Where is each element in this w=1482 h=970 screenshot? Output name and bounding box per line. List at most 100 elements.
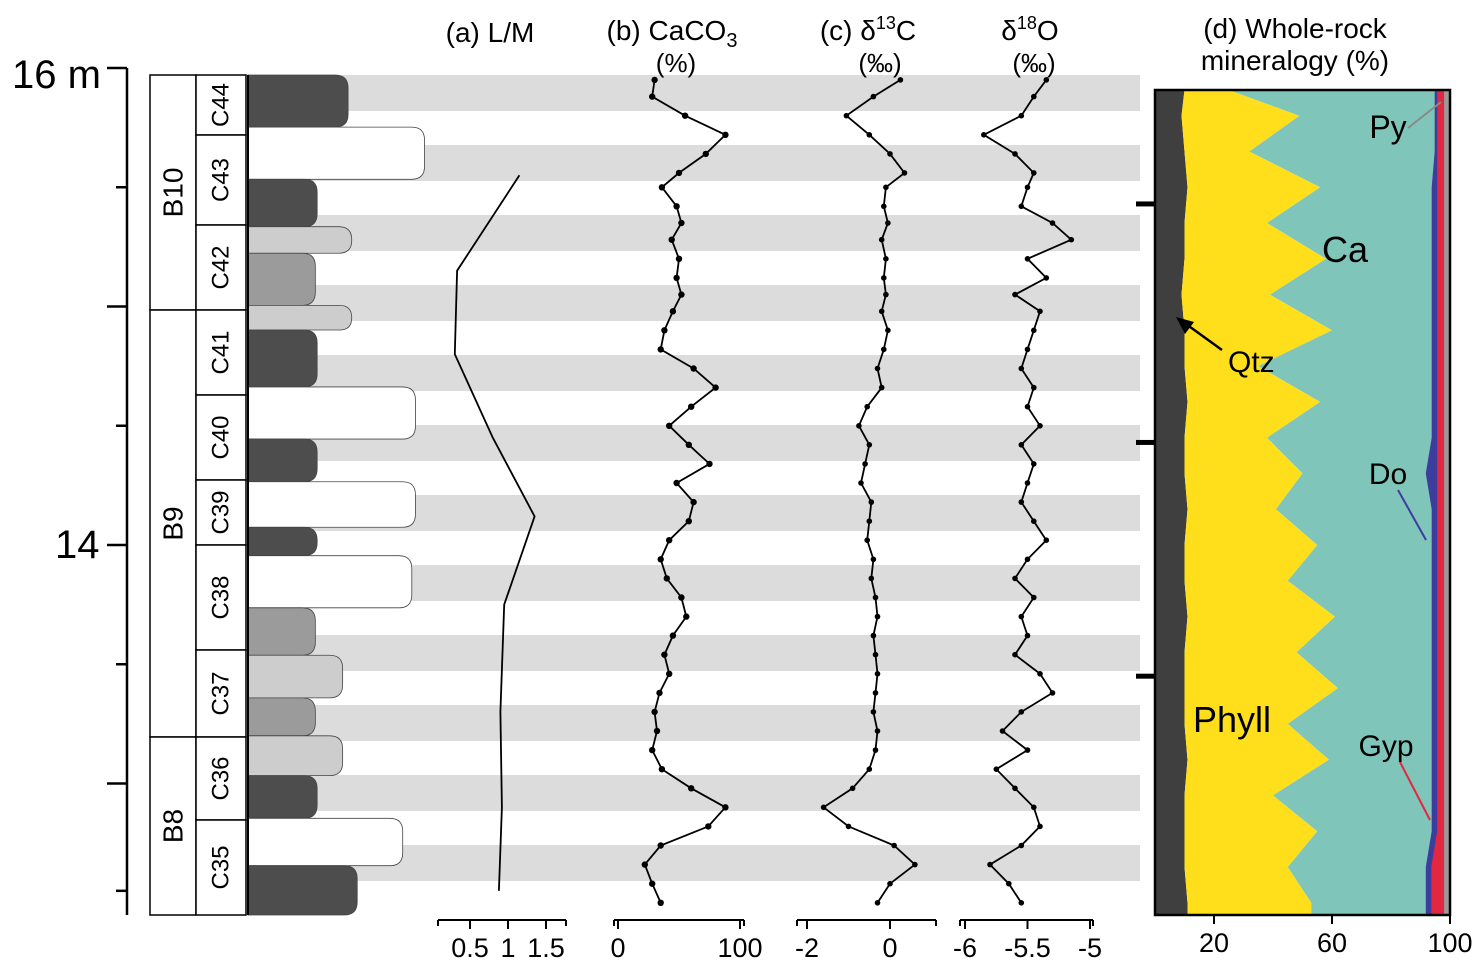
panel-a-lm-curve bbox=[453, 174, 536, 891]
d18o-point bbox=[1037, 308, 1043, 315]
d13c-point bbox=[885, 220, 891, 226]
d18o-point bbox=[1031, 804, 1037, 811]
depth-label-16m: 16 m bbox=[12, 53, 101, 97]
d13c-point bbox=[872, 594, 879, 601]
caco3-point bbox=[673, 203, 680, 210]
d13c-point bbox=[881, 203, 887, 210]
caco3-point bbox=[657, 842, 664, 849]
d18o-point bbox=[1037, 823, 1043, 830]
caco3-point bbox=[657, 899, 664, 906]
litho-segment bbox=[247, 607, 316, 656]
stripe bbox=[248, 285, 1140, 321]
d18o-point bbox=[1043, 275, 1050, 281]
d18o-point bbox=[1049, 220, 1056, 226]
caco3-point bbox=[651, 76, 658, 84]
depth-label-14: 14 bbox=[55, 523, 100, 567]
d18o-point bbox=[987, 861, 993, 868]
litho-segment bbox=[247, 526, 318, 557]
caco3-point bbox=[706, 460, 713, 468]
litho-segment bbox=[247, 697, 316, 737]
cycle-box bbox=[195, 819, 247, 916]
d13c-point bbox=[862, 461, 868, 467]
d18o-point bbox=[1031, 594, 1037, 601]
panel-b-caco3-curve bbox=[641, 76, 729, 906]
caco3-point bbox=[666, 670, 673, 677]
caco3-point bbox=[690, 365, 697, 372]
litho-segment bbox=[247, 178, 318, 228]
d18o-point bbox=[1018, 613, 1025, 620]
stripe bbox=[248, 705, 1140, 741]
caco3-point bbox=[673, 479, 680, 487]
caco3-point bbox=[685, 518, 692, 525]
qtz-pointer-line bbox=[1185, 322, 1223, 352]
panel-o-unit: (‰) bbox=[1012, 48, 1055, 78]
stripe bbox=[248, 635, 1140, 671]
stripe bbox=[248, 215, 1140, 251]
caco3-point bbox=[649, 93, 656, 100]
cycle-label: C35 bbox=[208, 845, 235, 889]
caco3-point bbox=[683, 613, 690, 620]
caco3-point bbox=[678, 291, 685, 298]
d13c-point bbox=[843, 112, 850, 119]
bed-label: B10 bbox=[158, 168, 189, 218]
mineral-area-ca bbox=[1228, 90, 1436, 915]
panel-c-title: (c) δ13C bbox=[820, 13, 916, 46]
litho-segment bbox=[247, 252, 316, 306]
d13c-point bbox=[864, 403, 870, 410]
d18o-point bbox=[1018, 442, 1025, 448]
gyp-pointer-line bbox=[1399, 761, 1431, 821]
d18o-point bbox=[1018, 499, 1025, 505]
cycle-box bbox=[195, 649, 247, 738]
caco3-point bbox=[661, 327, 668, 334]
d13c-point bbox=[872, 690, 879, 696]
d13c-point bbox=[870, 632, 877, 639]
py-label: Py bbox=[1369, 109, 1406, 145]
cycle-label: C36 bbox=[208, 756, 235, 800]
litho-segment bbox=[247, 817, 404, 867]
caco3-point bbox=[673, 274, 680, 282]
litho-segment bbox=[247, 438, 318, 483]
cycle-box bbox=[195, 309, 247, 396]
bed-label: B8 bbox=[158, 809, 189, 843]
do-pointer-line bbox=[1397, 489, 1427, 541]
caco3-point bbox=[669, 308, 677, 315]
qtz-label: Qtz bbox=[1228, 346, 1275, 379]
cycle-label: C42 bbox=[208, 245, 235, 289]
depth-axis bbox=[107, 66, 129, 915]
cycle-box bbox=[195, 544, 247, 651]
cycle-box bbox=[195, 394, 247, 481]
cycle-label: C40 bbox=[208, 415, 235, 459]
d13c-point bbox=[883, 291, 889, 298]
d13c-point bbox=[820, 804, 827, 811]
d18o-point bbox=[1024, 346, 1031, 353]
panel-d-depth-mark bbox=[1136, 201, 1155, 207]
litho-segment bbox=[247, 126, 425, 180]
d13c-point bbox=[874, 613, 881, 620]
d13c-point bbox=[878, 236, 885, 243]
bed-box bbox=[149, 736, 197, 916]
phyll-label: Phyll bbox=[1193, 699, 1271, 740]
litho-segment bbox=[247, 386, 416, 440]
d18o-point bbox=[1018, 900, 1025, 906]
caco3-point bbox=[668, 236, 675, 243]
d18o-point bbox=[1037, 423, 1043, 429]
caco3-point bbox=[666, 422, 673, 429]
d18o-point bbox=[1018, 112, 1025, 119]
d18o-point bbox=[1031, 327, 1037, 334]
caco3-point bbox=[669, 632, 677, 639]
d18o-point bbox=[1012, 785, 1018, 792]
bed-cycle-columns: B10 B9 B8 C44 C43 C42 C41 C40 C39 C38 C37 C36 C35 bbox=[149, 74, 247, 916]
d13c-point bbox=[870, 709, 877, 715]
axis-o18-tick-label: -6 bbox=[953, 933, 977, 963]
litho-segment bbox=[247, 481, 416, 528]
stripe bbox=[248, 355, 1140, 391]
litho-segment bbox=[247, 304, 353, 331]
d18o-point bbox=[1024, 255, 1031, 262]
d13c-point bbox=[872, 651, 879, 658]
caco3-point bbox=[666, 537, 673, 544]
caco3-point bbox=[722, 804, 729, 811]
litho-segment bbox=[247, 74, 349, 128]
d13c-point bbox=[845, 823, 852, 830]
axis-a-tick-label: 1.5 bbox=[527, 933, 565, 963]
